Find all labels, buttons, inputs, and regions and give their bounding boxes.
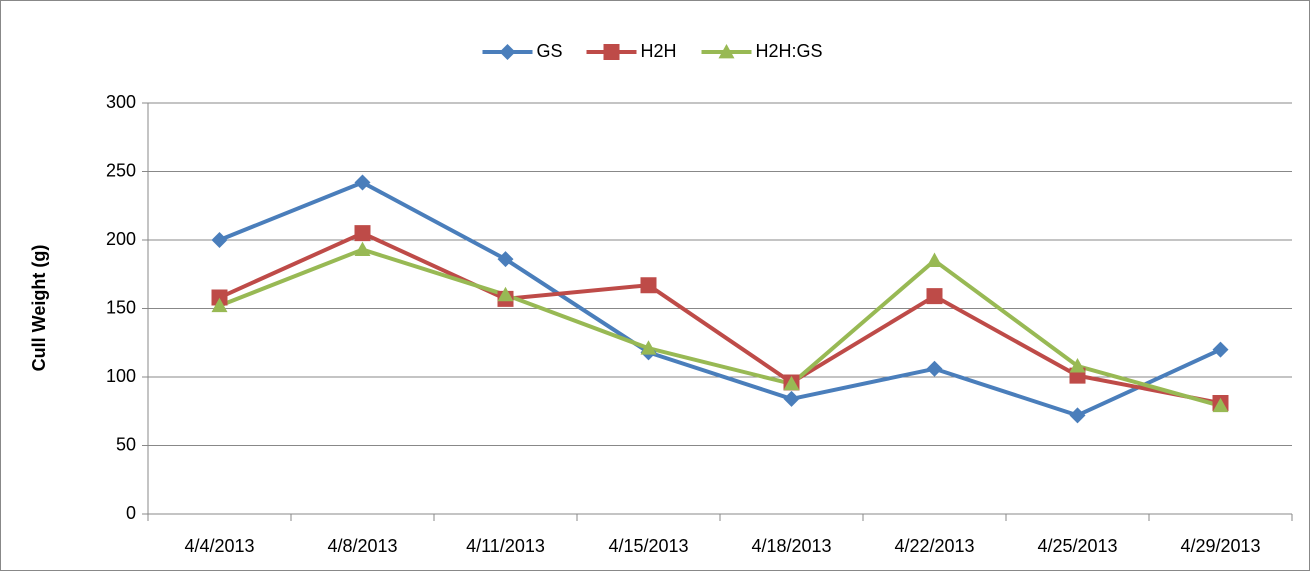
data-point [211, 232, 228, 248]
y-tick-label: 50 [116, 434, 136, 454]
data-point [1069, 358, 1086, 373]
data-point [354, 174, 371, 191]
data-point [354, 225, 371, 242]
data-point [640, 340, 657, 355]
x-tick-label: 4/25/2013 [1037, 536, 1117, 556]
data-point [640, 277, 657, 294]
legend-label: H2H:GS [756, 41, 823, 61]
y-tick-label: 100 [106, 366, 136, 386]
y-axis-title: Cull Weight (g) [29, 245, 49, 372]
y-tick-label: 150 [106, 297, 136, 317]
data-point [211, 289, 228, 306]
x-tick-label: 4/18/2013 [751, 536, 831, 556]
x-tick-label: 4/11/2013 [466, 536, 545, 556]
x-tick-label: 4/4/2013 [184, 536, 254, 556]
data-point [497, 286, 514, 302]
data-point [211, 297, 228, 313]
data-point [783, 390, 800, 407]
data-point [497, 251, 514, 268]
data-point [926, 252, 943, 267]
data-point [1069, 407, 1086, 424]
legend-marker [499, 44, 516, 60]
data-point [1212, 397, 1229, 413]
x-tick-label: 4/15/2013 [608, 536, 688, 556]
data-point [354, 241, 371, 256]
legend-label: H2H [641, 41, 677, 61]
data-point [783, 375, 800, 391]
x-tick-label: 4/29/2013 [1180, 536, 1260, 556]
data-point [926, 360, 943, 377]
series-line [218, 180, 1222, 418]
legend-marker [718, 44, 735, 59]
legend-label: GS [537, 41, 563, 61]
x-tick-label: 4/22/2013 [894, 536, 974, 556]
series-line [218, 231, 1221, 405]
data-point [926, 288, 943, 305]
series-line [218, 247, 1222, 408]
x-tick-label: 4/8/2013 [327, 536, 397, 556]
y-tick-label: 250 [106, 160, 136, 180]
legend-marker [603, 44, 620, 60]
y-tick-label: 200 [106, 229, 136, 249]
data-point [1212, 341, 1229, 358]
y-tick-label: 300 [106, 92, 136, 112]
y-tick-label: 0 [126, 503, 136, 523]
